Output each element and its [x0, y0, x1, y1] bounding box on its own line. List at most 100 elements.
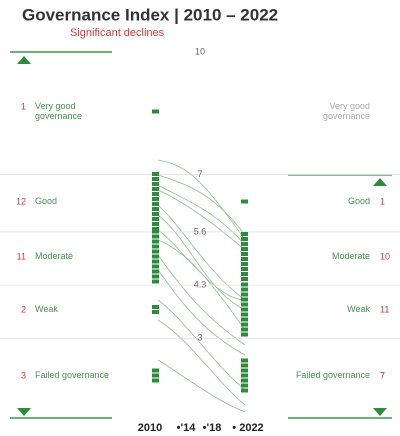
country-square	[152, 264, 159, 269]
country-square	[152, 239, 159, 244]
country-square	[241, 287, 248, 292]
country-square	[241, 388, 248, 393]
count-2022: 11	[380, 304, 389, 314]
title: Governance Index | 2010 – 2022	[22, 5, 278, 24]
triangle-down	[17, 408, 31, 416]
country-square	[152, 310, 159, 314]
country-square	[152, 234, 159, 239]
country-square	[241, 257, 248, 261]
country-square	[241, 292, 248, 297]
country-square	[241, 277, 248, 281]
scale-label: 3	[197, 333, 202, 343]
category-label: Moderate	[332, 251, 370, 261]
count-2022: 10	[380, 251, 390, 261]
triangle-up	[17, 56, 31, 64]
country-square	[152, 192, 159, 196]
category-label: Failed governance	[296, 370, 370, 380]
label-line: Very good	[329, 101, 370, 111]
scale-label: 5.6	[194, 226, 207, 236]
subtitle: Significant declines	[70, 27, 165, 39]
country-square	[241, 312, 248, 317]
country-square	[152, 187, 159, 191]
country-square	[241, 282, 248, 287]
country-square	[152, 368, 159, 373]
category-label: Good	[348, 196, 370, 206]
count-2010: 1	[21, 101, 26, 111]
category-label: Very good governance	[35, 101, 82, 121]
country-square	[152, 222, 159, 226]
scale-label: 7	[197, 169, 202, 179]
country-square	[241, 363, 248, 368]
country-square	[152, 274, 159, 279]
country-square	[152, 182, 159, 186]
category-label: Weak	[347, 304, 370, 314]
country-square	[152, 207, 159, 211]
label-line: Moderate	[332, 251, 370, 261]
country-square	[241, 267, 248, 271]
country-square	[152, 279, 159, 284]
country-square	[241, 297, 248, 302]
year-label: •'14	[177, 422, 197, 434]
country-square	[152, 229, 159, 234]
country-square	[152, 249, 159, 254]
triangle-up	[373, 178, 387, 186]
country-square	[241, 302, 248, 307]
country-square	[152, 172, 159, 176]
year-label: 2010	[138, 422, 162, 434]
label-line: Moderate	[35, 251, 73, 261]
label-line: Failed governance	[296, 370, 370, 380]
country-square	[152, 177, 159, 181]
category-label: Failed governance	[35, 370, 109, 380]
count-2010: 11	[17, 251, 26, 261]
country-square	[241, 368, 248, 373]
country-square	[152, 305, 159, 309]
country-square	[152, 259, 159, 264]
label-line: Weak	[35, 304, 58, 314]
country-square	[152, 217, 159, 221]
country-square	[241, 332, 248, 337]
count-2010: 12	[16, 196, 26, 206]
country-square	[241, 272, 248, 276]
country-square	[241, 373, 248, 378]
country-square	[241, 383, 248, 388]
trend-lines	[157, 159, 246, 413]
label-line: Very good	[35, 101, 76, 111]
country-square	[241, 252, 248, 256]
category-label: Weak	[35, 304, 58, 314]
country-square	[152, 227, 159, 231]
year-label: •'18	[203, 422, 222, 434]
country-square	[241, 378, 248, 383]
count-2010: 2	[21, 304, 26, 314]
country-square	[152, 109, 159, 114]
category-label: Moderate	[35, 251, 73, 261]
country-square	[241, 307, 248, 312]
category-label: Very good governance	[323, 101, 370, 121]
label-line: Good	[35, 196, 57, 206]
category-label: Good	[35, 196, 57, 206]
country-square	[241, 199, 248, 204]
label-line: Failed governance	[35, 370, 109, 380]
country-square	[241, 247, 248, 251]
country-square	[241, 232, 248, 236]
country-square	[152, 212, 159, 216]
label-line: Good	[348, 196, 370, 206]
country-square	[241, 237, 248, 241]
country-square	[152, 202, 159, 206]
country-square	[152, 244, 159, 249]
triangle-down	[373, 408, 387, 416]
country-square	[152, 197, 159, 201]
country-square	[241, 322, 248, 327]
label-line: governance	[35, 111, 82, 121]
count-2022: 1	[380, 196, 385, 206]
label-line: governance	[323, 111, 370, 121]
count-2010: 3	[21, 370, 26, 380]
count-2022: 7	[380, 370, 385, 380]
country-square	[152, 373, 159, 378]
scale-label: 4.3	[194, 280, 207, 290]
country-square	[241, 327, 248, 332]
country-square	[241, 262, 248, 266]
country-square	[152, 254, 159, 259]
country-square	[152, 378, 159, 383]
scale-label: 10	[195, 46, 205, 56]
